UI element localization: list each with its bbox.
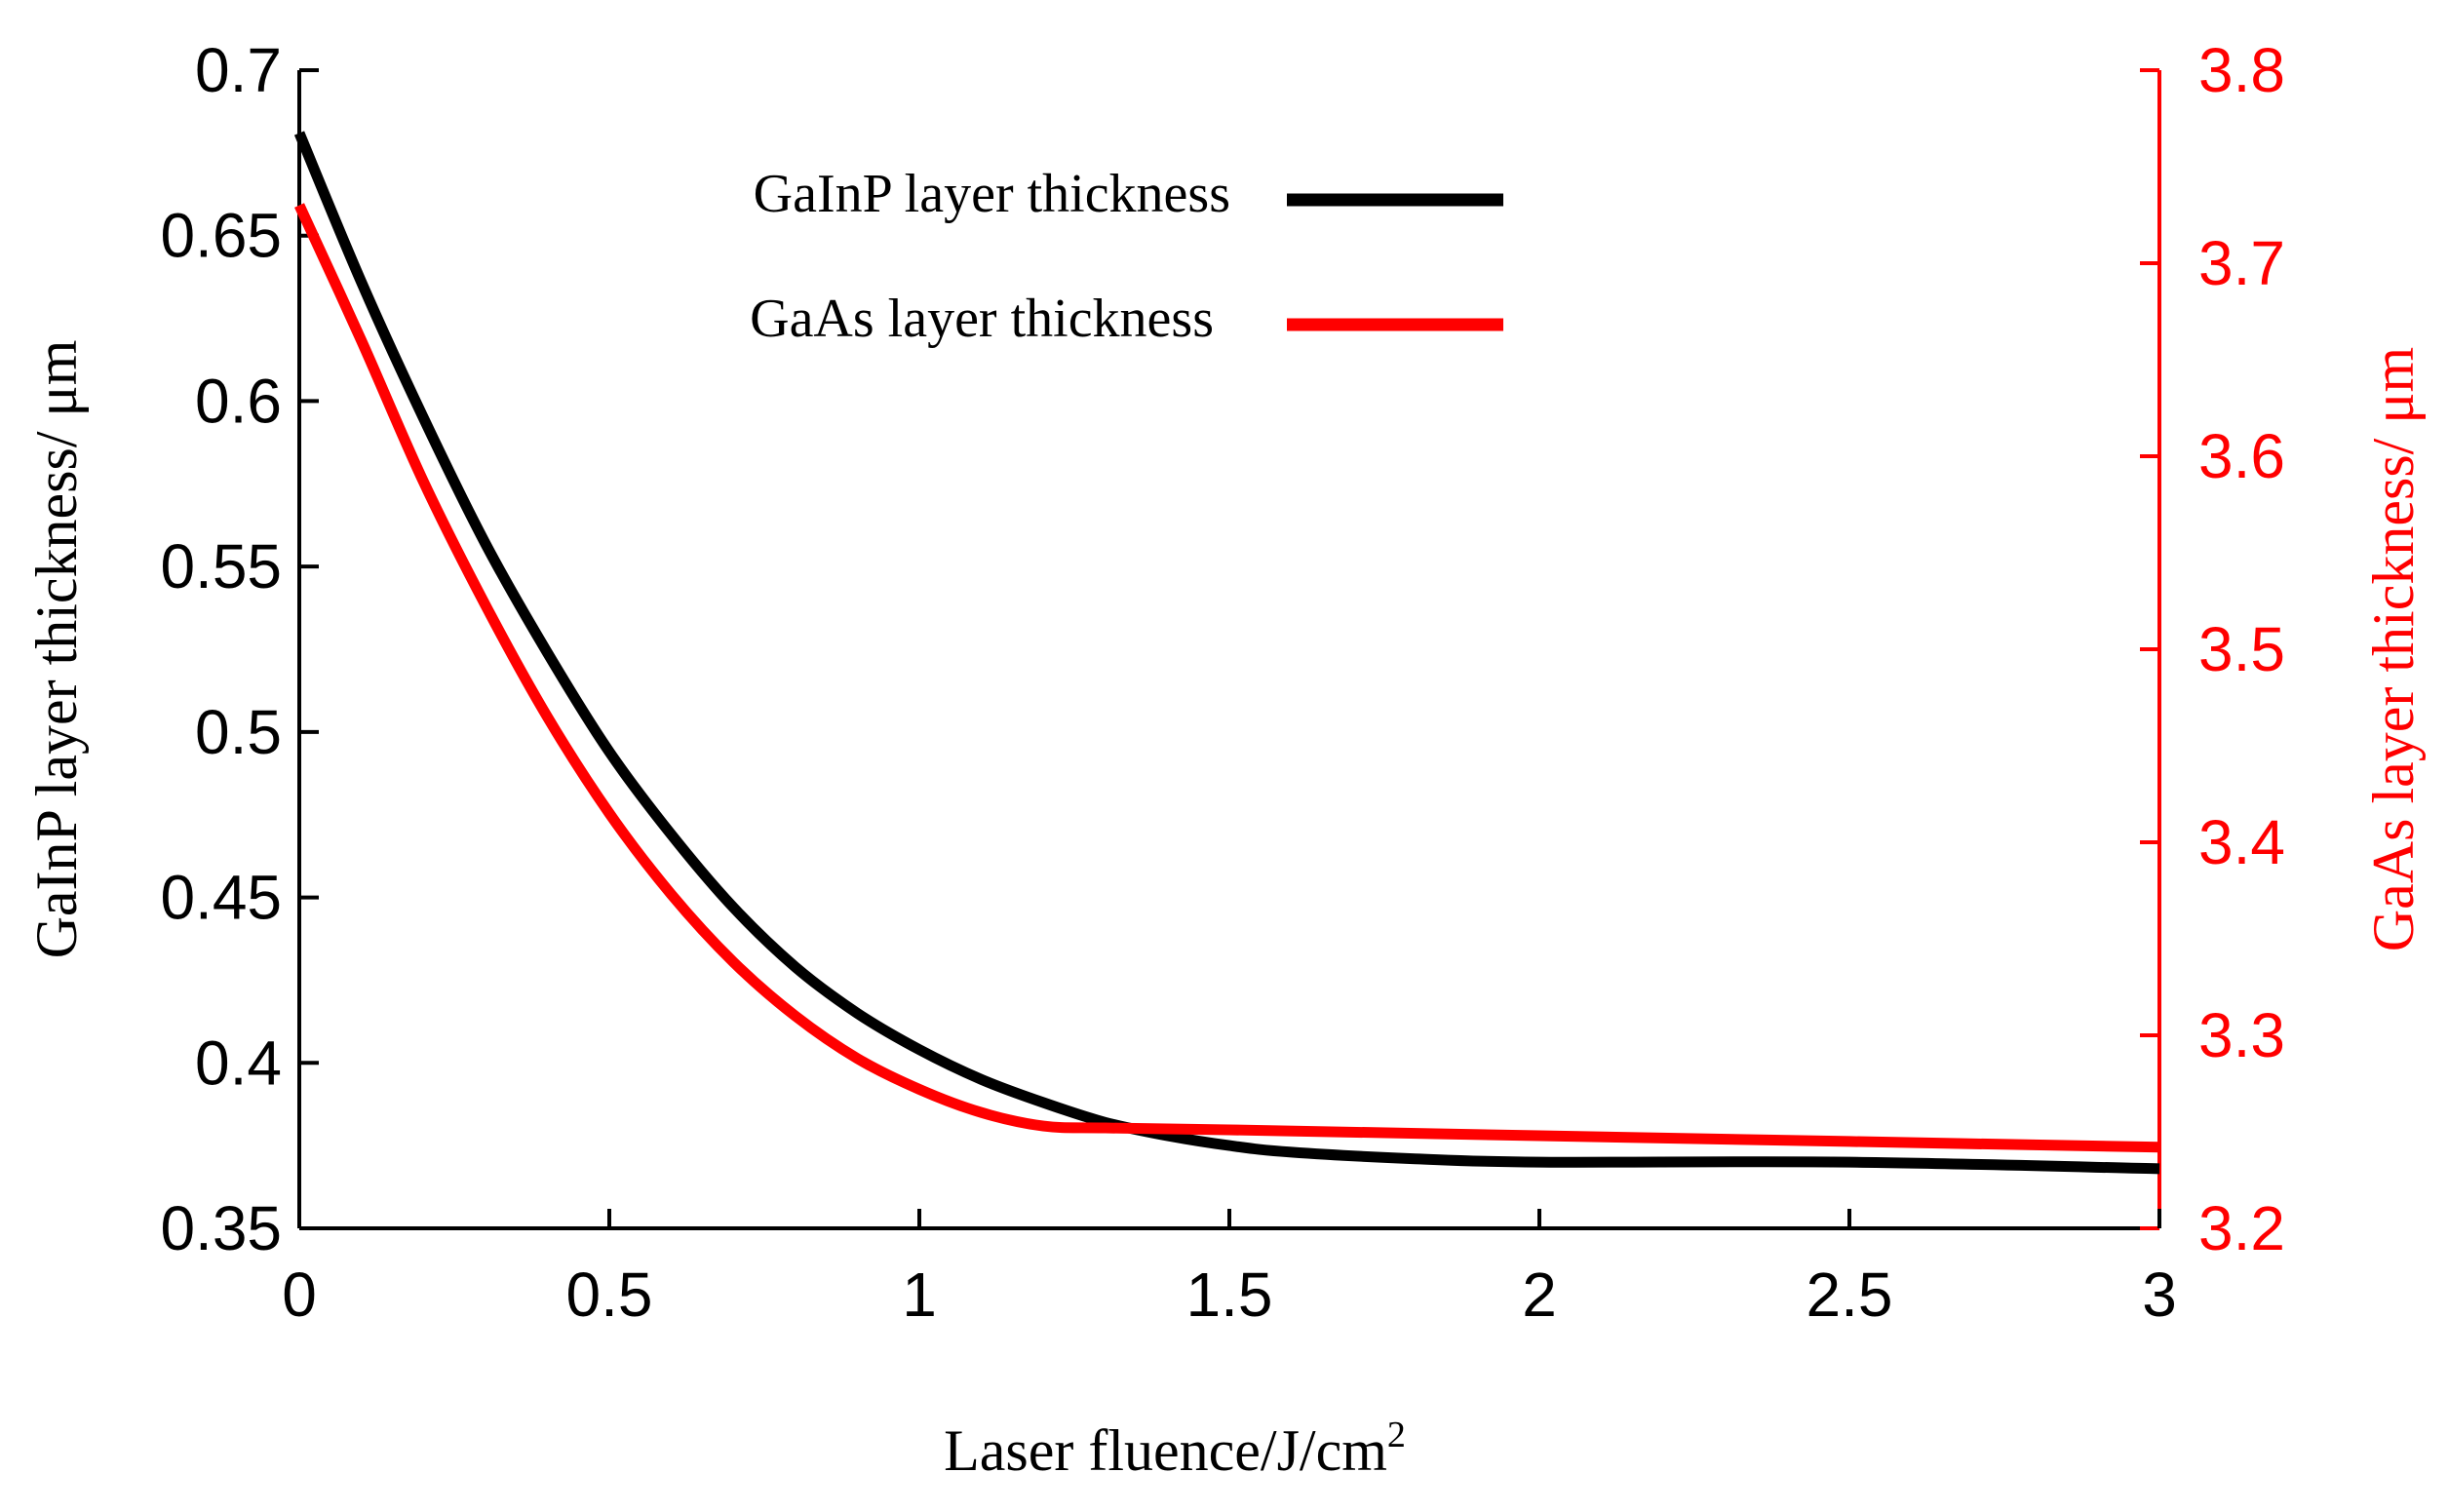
y-right-tick-label-2: 3.4 <box>2198 807 2285 877</box>
legend: GaInP layer thickness GaAs layer thickne… <box>750 164 1503 349</box>
x-tick-label-6: 3 <box>2142 1260 2177 1330</box>
y-right-tick-label-4: 3.6 <box>2198 421 2285 491</box>
y-left-tick-label-3: 0.5 <box>195 697 282 767</box>
y-left-tick-label-5: 0.6 <box>195 366 282 436</box>
x-tick-label-3: 1.5 <box>1186 1260 1273 1330</box>
y-right-tick-label-0: 3.2 <box>2198 1193 2285 1263</box>
x-axis-title-superscript: 2 <box>1387 1415 1406 1455</box>
plot-frame <box>297 70 2161 1230</box>
series-line-gainp <box>293 131 2160 1175</box>
y-axis-left-title: GaInP layer thickness/ μm <box>24 340 89 959</box>
x-axis-title: Laser fluence/J/cm2 <box>944 1415 1406 1483</box>
x-tick-label-2: 1 <box>902 1260 937 1330</box>
y-right-tick-label-3: 3.5 <box>2198 614 2285 684</box>
y-right-tick-label-5: 3.7 <box>2198 228 2285 298</box>
y-left-tick-label-1: 0.4 <box>195 1027 282 1098</box>
x-tick-label-4: 2 <box>1522 1260 1557 1330</box>
series-line-gaas <box>294 203 2160 1153</box>
y-right-tick-label-6: 3.8 <box>2198 35 2285 105</box>
y-left-tick-label-2: 0.45 <box>160 863 282 933</box>
series-lines <box>293 131 2160 1175</box>
tick-labels: 0.35 0.4 0.45 0.5 0.55 0.6 0.65 0.7 3.2 3.3 3.4 3.5… <box>160 35 2285 1330</box>
y-left-tick-label-6: 0.65 <box>160 201 282 271</box>
y-right-tick-label-1: 3.3 <box>2198 1000 2285 1070</box>
x-tick-label-1: 0.5 <box>566 1260 653 1330</box>
legend-label-gaas: GaAs layer thickness <box>750 289 1214 349</box>
y-left-tick-label-4: 0.55 <box>160 531 282 601</box>
x-tick-label-5: 2.5 <box>1807 1260 1893 1330</box>
x-axis-title-main: Laser fluence/J/cm <box>944 1418 1387 1483</box>
ticks <box>297 68 2161 1230</box>
legend-label-gainp: GaInP layer thickness <box>754 164 1230 224</box>
y-axis-right-title: GaAs layer thickness/ μm <box>2361 347 2426 951</box>
y-left-tick-label-0: 0.35 <box>160 1193 282 1263</box>
y-left-tick-label-7: 0.7 <box>195 35 282 105</box>
x-tick-label-0: 0 <box>282 1260 317 1330</box>
